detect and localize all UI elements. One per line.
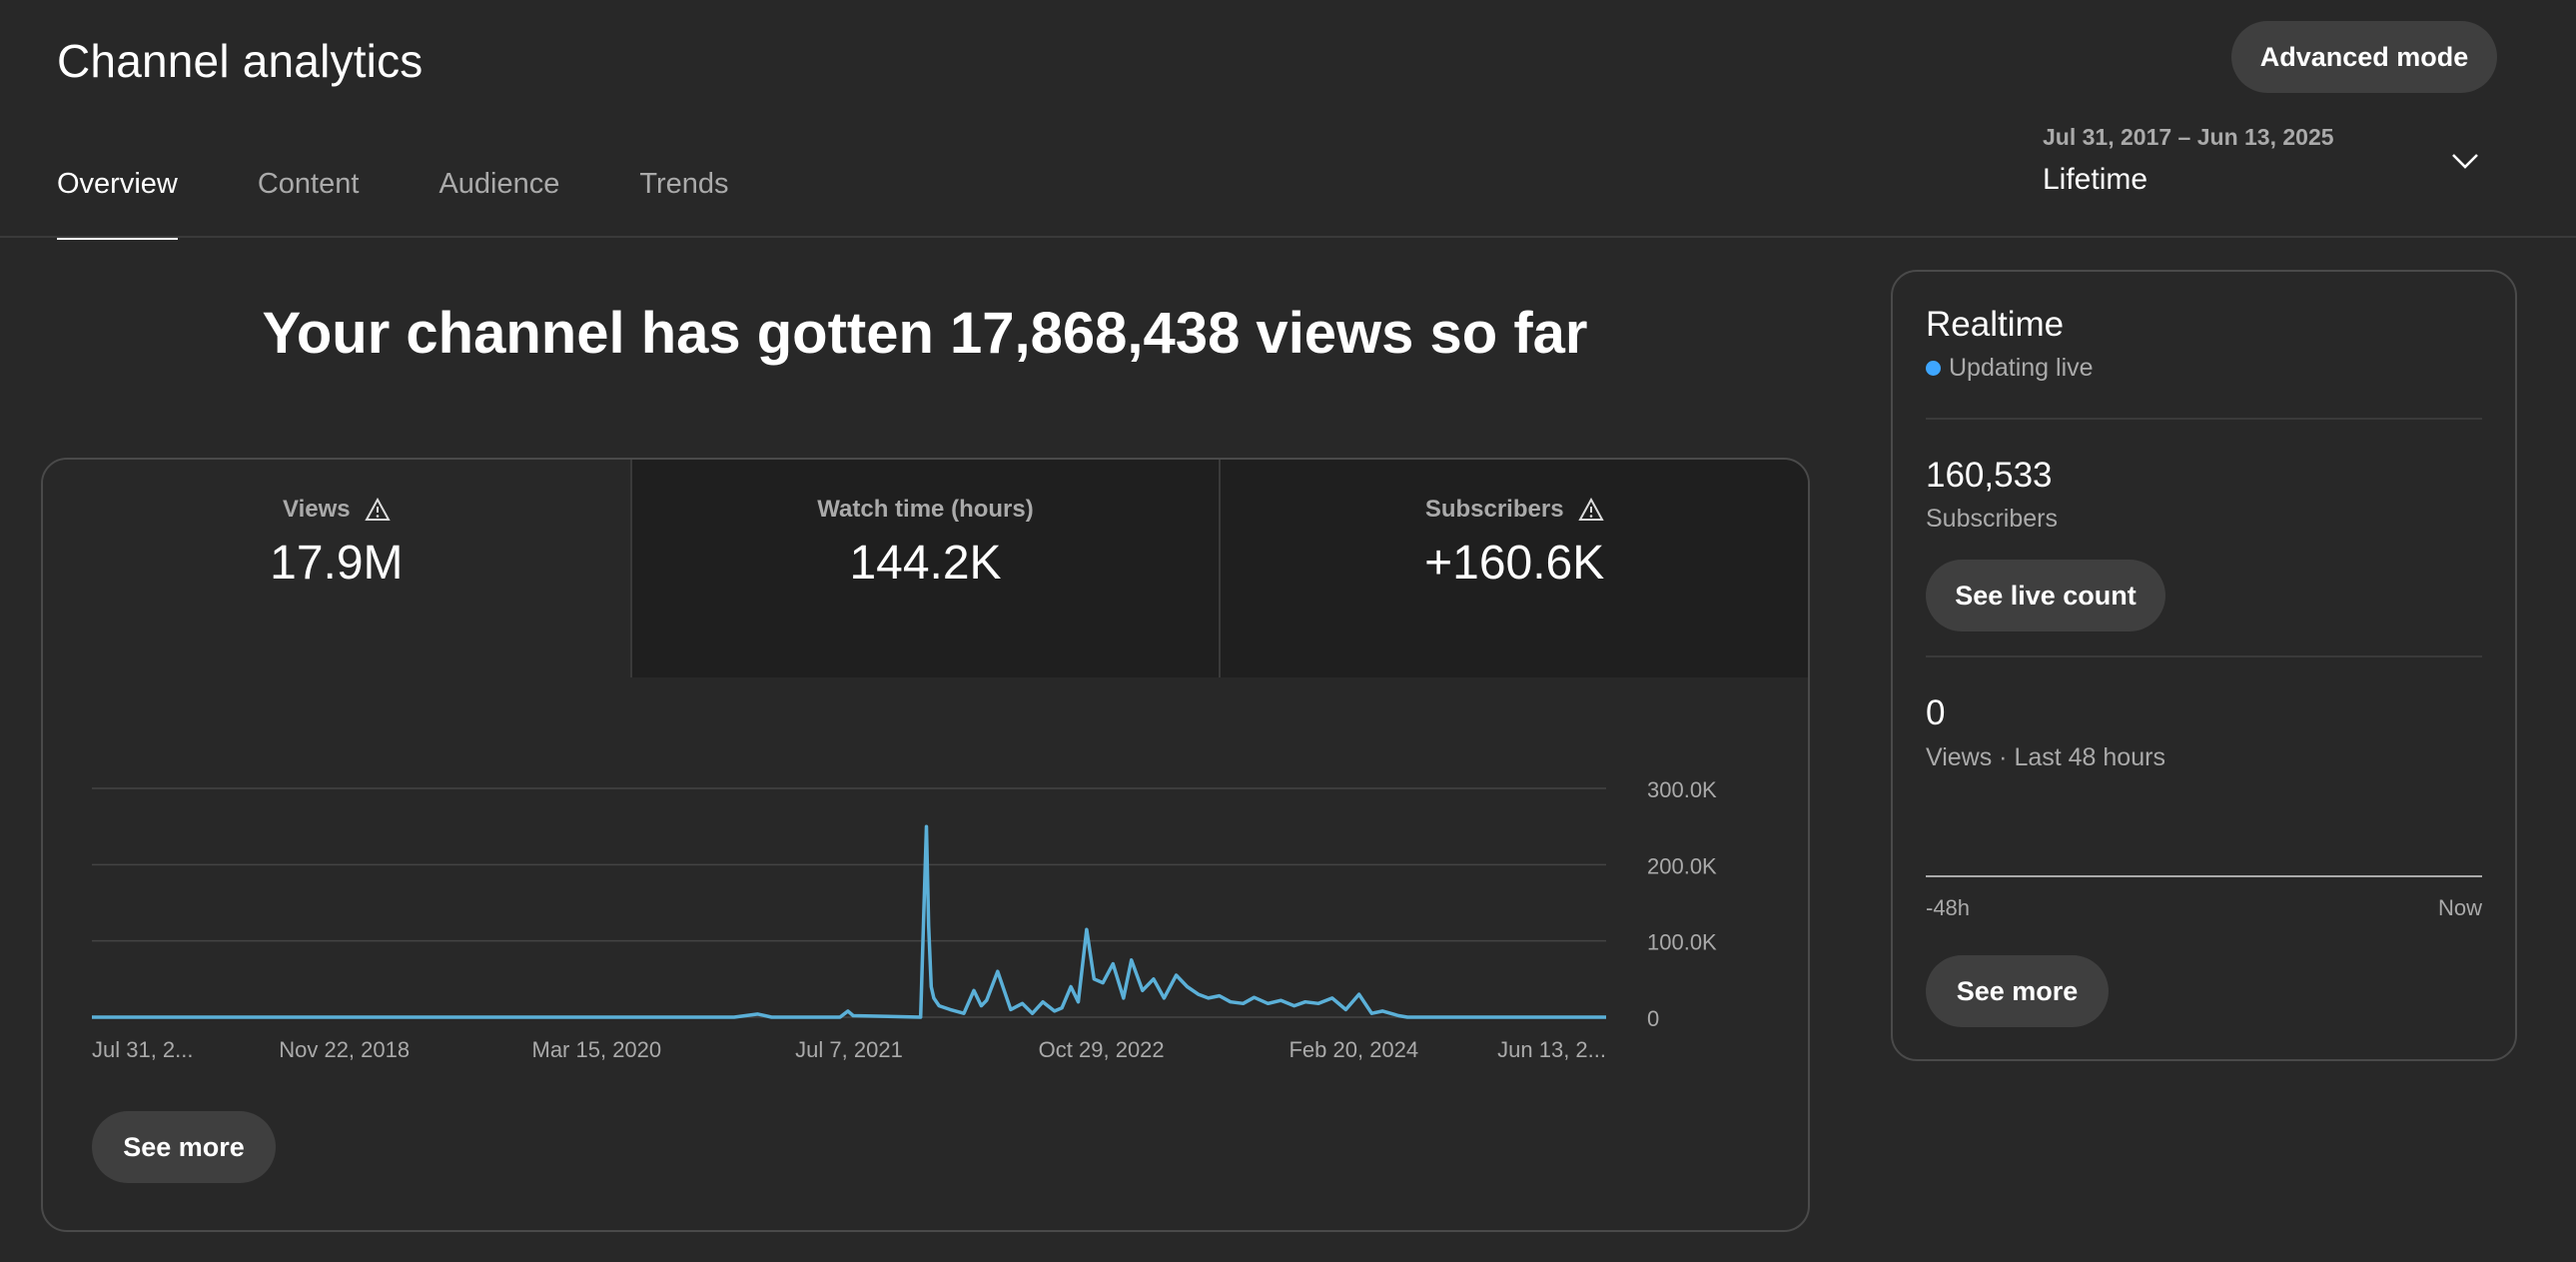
date-range-text: Jul 31, 2017 – Jun 13, 2025 <box>2043 124 2334 150</box>
header-divider <box>0 236 2576 238</box>
subscriber-count: 160,533 <box>1926 456 2053 495</box>
date-range-label: Lifetime <box>2043 163 2148 196</box>
overview-chart-card: Views 17.9M Watch time (hours) 144.2K S <box>41 458 1810 1232</box>
x-tick-label: Oct 29, 2022 <box>1039 1037 1165 1062</box>
subscriber-label: Subscribers <box>1926 505 2058 533</box>
advanced-mode-button[interactable]: Advanced mode <box>2231 21 2497 93</box>
metric-value: +160.6K <box>1424 537 1605 590</box>
realtime-axis-start: -48h <box>1926 895 1971 920</box>
views-line-chart[interactable]: 0 100.0K 200.0K 300.0K Jul 31, 2... Nov 22, 2… <box>43 677 1810 1232</box>
warning-icon <box>364 498 391 521</box>
y-tick-label: 0 <box>1647 1006 1659 1031</box>
views-chart-area: 0 100.0K 200.0K 300.0K Jul 31, 2... Nov 22, 2… <box>43 677 1810 1232</box>
chevron-down-icon <box>2452 154 2478 169</box>
divider <box>1926 418 2482 420</box>
metric-tab-views[interactable]: Views 17.9M <box>43 460 630 677</box>
x-tick-label: Feb 20, 2024 <box>1288 1037 1418 1062</box>
live-status-text: Updating live <box>1949 354 2094 382</box>
realtime-title: Realtime <box>1926 305 2065 344</box>
x-tick-label: Nov 22, 2018 <box>279 1037 410 1062</box>
tab-content[interactable]: Content <box>257 168 360 200</box>
series-line <box>92 824 1606 1019</box>
views-headline: Your channel has gotten 17,868,438 views… <box>262 301 1588 366</box>
see-live-count-button[interactable]: See live count <box>1926 560 2165 631</box>
live-status: Updating live <box>1926 354 2094 383</box>
realtime-axis-end: Now <box>2437 895 2482 920</box>
tab-audience[interactable]: Audience <box>438 168 560 200</box>
see-more-button[interactable]: See more <box>92 1111 276 1183</box>
metric-label: Subscribers <box>1424 496 1564 523</box>
y-tick-label: 200.0K <box>1647 853 1717 878</box>
metric-value: 144.2K <box>849 537 1002 590</box>
divider <box>1926 655 2482 657</box>
page-title: Channel analytics <box>57 35 424 87</box>
metric-value: 17.9M <box>270 537 404 590</box>
y-tick-label: 300.0K <box>1647 777 1717 802</box>
live-dot-icon <box>1926 361 1941 376</box>
realtime-see-more-button[interactable]: See more <box>1926 955 2109 1027</box>
y-tick-label: 100.0K <box>1647 930 1717 955</box>
date-range-picker[interactable]: Jul 31, 2017 – Jun 13, 2025 Lifetime <box>2043 124 2487 206</box>
x-tick-label: Mar 15, 2020 <box>532 1037 662 1062</box>
metric-tabs: Views 17.9M Watch time (hours) 144.2K S <box>43 460 1808 677</box>
x-tick-label: Jul 31, 2... <box>92 1037 194 1062</box>
warning-icon <box>1577 498 1604 521</box>
metric-label: Views <box>283 496 351 523</box>
realtime-views-value: 0 <box>1926 693 1946 732</box>
tab-overview[interactable]: Overview <box>57 168 178 240</box>
tab-bar: Overview Content Audience Trends <box>57 168 809 240</box>
metric-tab-subscribers[interactable]: Subscribers +160.6K <box>1219 460 1808 677</box>
metric-tab-watch-time[interactable]: Watch time (hours) 144.2K <box>629 460 1220 677</box>
x-tick-label: Jul 7, 2021 <box>795 1037 903 1062</box>
realtime-chart-baseline <box>1926 875 2482 877</box>
tab-trends[interactable]: Trends <box>639 168 729 200</box>
realtime-views-label: Views · Last 48 hours <box>1926 743 2165 771</box>
metric-label: Watch time (hours) <box>817 496 1034 523</box>
x-tick-label: Jun 13, 2... <box>1497 1037 1606 1062</box>
realtime-card: Realtime Updating live 160,533 Subscribe… <box>1891 270 2517 1061</box>
